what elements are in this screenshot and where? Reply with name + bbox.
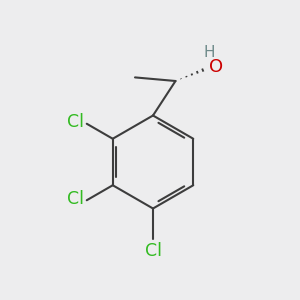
Text: Cl: Cl bbox=[67, 190, 84, 208]
Text: Cl: Cl bbox=[145, 242, 161, 260]
Text: H: H bbox=[203, 45, 215, 60]
Text: Cl: Cl bbox=[67, 113, 84, 131]
Text: O: O bbox=[209, 58, 223, 76]
